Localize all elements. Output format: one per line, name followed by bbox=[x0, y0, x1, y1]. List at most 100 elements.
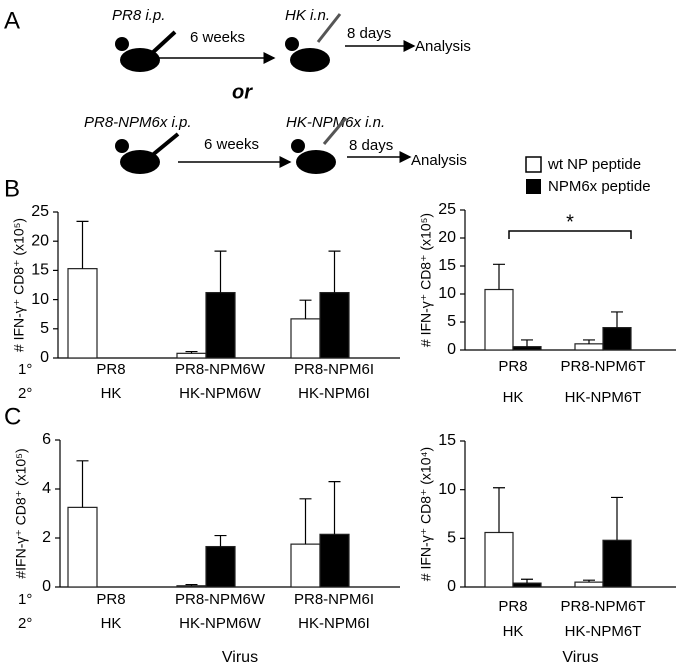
mouse-icon bbox=[115, 30, 177, 72]
bar bbox=[512, 582, 542, 588]
y-tick-label: 6 bbox=[42, 431, 51, 448]
bar bbox=[67, 268, 98, 359]
legend-label: NPM6x peptide bbox=[548, 178, 651, 195]
prime-label: PR8 i.p. bbox=[112, 7, 165, 24]
bar bbox=[319, 533, 350, 588]
x-tick-label: PR8 bbox=[96, 591, 125, 608]
y-tick-label: 2 bbox=[42, 529, 51, 546]
x-tick-label: PR8 bbox=[498, 598, 527, 615]
x-tick-label: HK-NPM6I bbox=[298, 615, 370, 632]
row-label: 1° bbox=[18, 591, 32, 608]
mouse-icon bbox=[291, 117, 348, 174]
panel-label: C bbox=[4, 403, 21, 430]
mouse-icon bbox=[115, 132, 180, 174]
row-label: 2° bbox=[18, 385, 32, 402]
bar bbox=[512, 346, 542, 351]
row-label: 1° bbox=[18, 361, 32, 378]
y-tick-label: 20 bbox=[438, 229, 456, 246]
interval-label: 6 weeks bbox=[204, 136, 259, 153]
y-tick-label: 15 bbox=[31, 262, 49, 279]
x-tick-label: HK bbox=[101, 385, 122, 402]
row-label: 2° bbox=[18, 615, 32, 632]
connector: or bbox=[232, 81, 253, 103]
annotation: * bbox=[566, 211, 574, 233]
bar bbox=[67, 506, 98, 588]
y-tick-label: 25 bbox=[31, 203, 49, 220]
y-tick-label: 5 bbox=[447, 313, 456, 330]
error-bar bbox=[214, 250, 227, 293]
error-bar bbox=[76, 220, 89, 269]
error-bar bbox=[328, 250, 341, 293]
x-tick-label: HK bbox=[503, 389, 524, 406]
challenge-label: HK i.n. bbox=[285, 7, 330, 24]
x-tick-label: PR8-NPM6W bbox=[175, 591, 266, 608]
bar bbox=[205, 545, 236, 588]
bar bbox=[176, 352, 207, 359]
x-axis-label: Virus bbox=[562, 649, 598, 666]
x-tick-label: HK-NPM6W bbox=[179, 615, 262, 632]
y-axis-label: # IFN-γ⁺ CD8⁺ (x10⁴) bbox=[418, 447, 434, 581]
prime-label: PR8-NPM6x i.p. bbox=[84, 114, 192, 131]
x-tick-label: HK-NPM6T bbox=[565, 623, 642, 640]
error-bar bbox=[328, 481, 341, 535]
error-bar bbox=[214, 534, 227, 547]
legend-label: wt NP peptide bbox=[547, 156, 641, 173]
bar bbox=[574, 581, 604, 588]
y-axis-label: #IFN-γ⁺ CD8⁺ (x10⁵) bbox=[13, 448, 29, 578]
y-tick-label: 20 bbox=[31, 232, 49, 249]
x-tick-label: HK-NPM6T bbox=[565, 389, 642, 406]
y-tick-label: 5 bbox=[40, 320, 49, 337]
end-label: Analysis bbox=[415, 38, 471, 55]
x-tick-label: PR8 bbox=[96, 361, 125, 378]
end-label: Analysis bbox=[411, 152, 467, 169]
bar bbox=[484, 531, 514, 588]
bar bbox=[319, 291, 350, 359]
y-tick-label: 0 bbox=[447, 578, 456, 595]
error-bar bbox=[185, 350, 198, 354]
error-bar bbox=[521, 339, 533, 347]
x-tick-label: PR8-NPM6T bbox=[560, 358, 645, 375]
legend-swatch bbox=[526, 179, 541, 194]
y-tick-label: 15 bbox=[438, 257, 456, 274]
error-bar bbox=[76, 460, 89, 508]
x-tick-label: HK-NPM6I bbox=[298, 385, 370, 402]
bar bbox=[602, 539, 632, 588]
y-tick-label: 25 bbox=[438, 201, 456, 218]
y-tick-label: 10 bbox=[438, 481, 456, 498]
y-tick-label: 4 bbox=[42, 480, 51, 497]
wait-label: 8 days bbox=[349, 137, 393, 154]
bar bbox=[290, 543, 321, 588]
error-bar bbox=[299, 498, 312, 545]
panel-label: A bbox=[4, 7, 20, 34]
error-bar bbox=[493, 487, 505, 533]
y-tick-label: 0 bbox=[447, 341, 456, 358]
y-axis-label: # IFN-γ⁺ CD8⁺ (x10⁵) bbox=[418, 213, 434, 347]
error-bar bbox=[611, 311, 623, 328]
legend-swatch bbox=[525, 156, 542, 173]
x-tick-label: PR8-NPM6T bbox=[560, 598, 645, 615]
x-tick-label: PR8-NPM6I bbox=[294, 361, 374, 378]
y-tick-label: 15 bbox=[438, 432, 456, 449]
x-tick-label: PR8-NPM6W bbox=[175, 361, 266, 378]
interval-label: 6 weeks bbox=[190, 29, 245, 46]
error-bar bbox=[493, 263, 505, 290]
error-bar bbox=[611, 496, 623, 541]
x-tick-label: PR8-NPM6I bbox=[294, 591, 374, 608]
significance-bracket bbox=[508, 230, 632, 239]
y-tick-label: 5 bbox=[447, 530, 456, 547]
y-tick-label: 10 bbox=[31, 291, 49, 308]
error-bar bbox=[185, 583, 198, 586]
y-axis-label: # IFN-γ⁺ CD8⁺ (x10⁵) bbox=[11, 218, 27, 352]
panel-label: B bbox=[4, 175, 20, 202]
error-bar bbox=[583, 579, 595, 583]
error-bar bbox=[299, 299, 312, 319]
y-tick-label: 0 bbox=[40, 349, 49, 366]
x-tick-label: PR8 bbox=[498, 358, 527, 375]
y-tick-label: 10 bbox=[438, 285, 456, 302]
mouse-icon bbox=[285, 13, 342, 72]
x-axis-label: Virus bbox=[222, 649, 258, 666]
x-tick-label: HK bbox=[101, 615, 122, 632]
x-tick-label: HK-NPM6W bbox=[179, 385, 262, 402]
bar bbox=[176, 585, 207, 588]
